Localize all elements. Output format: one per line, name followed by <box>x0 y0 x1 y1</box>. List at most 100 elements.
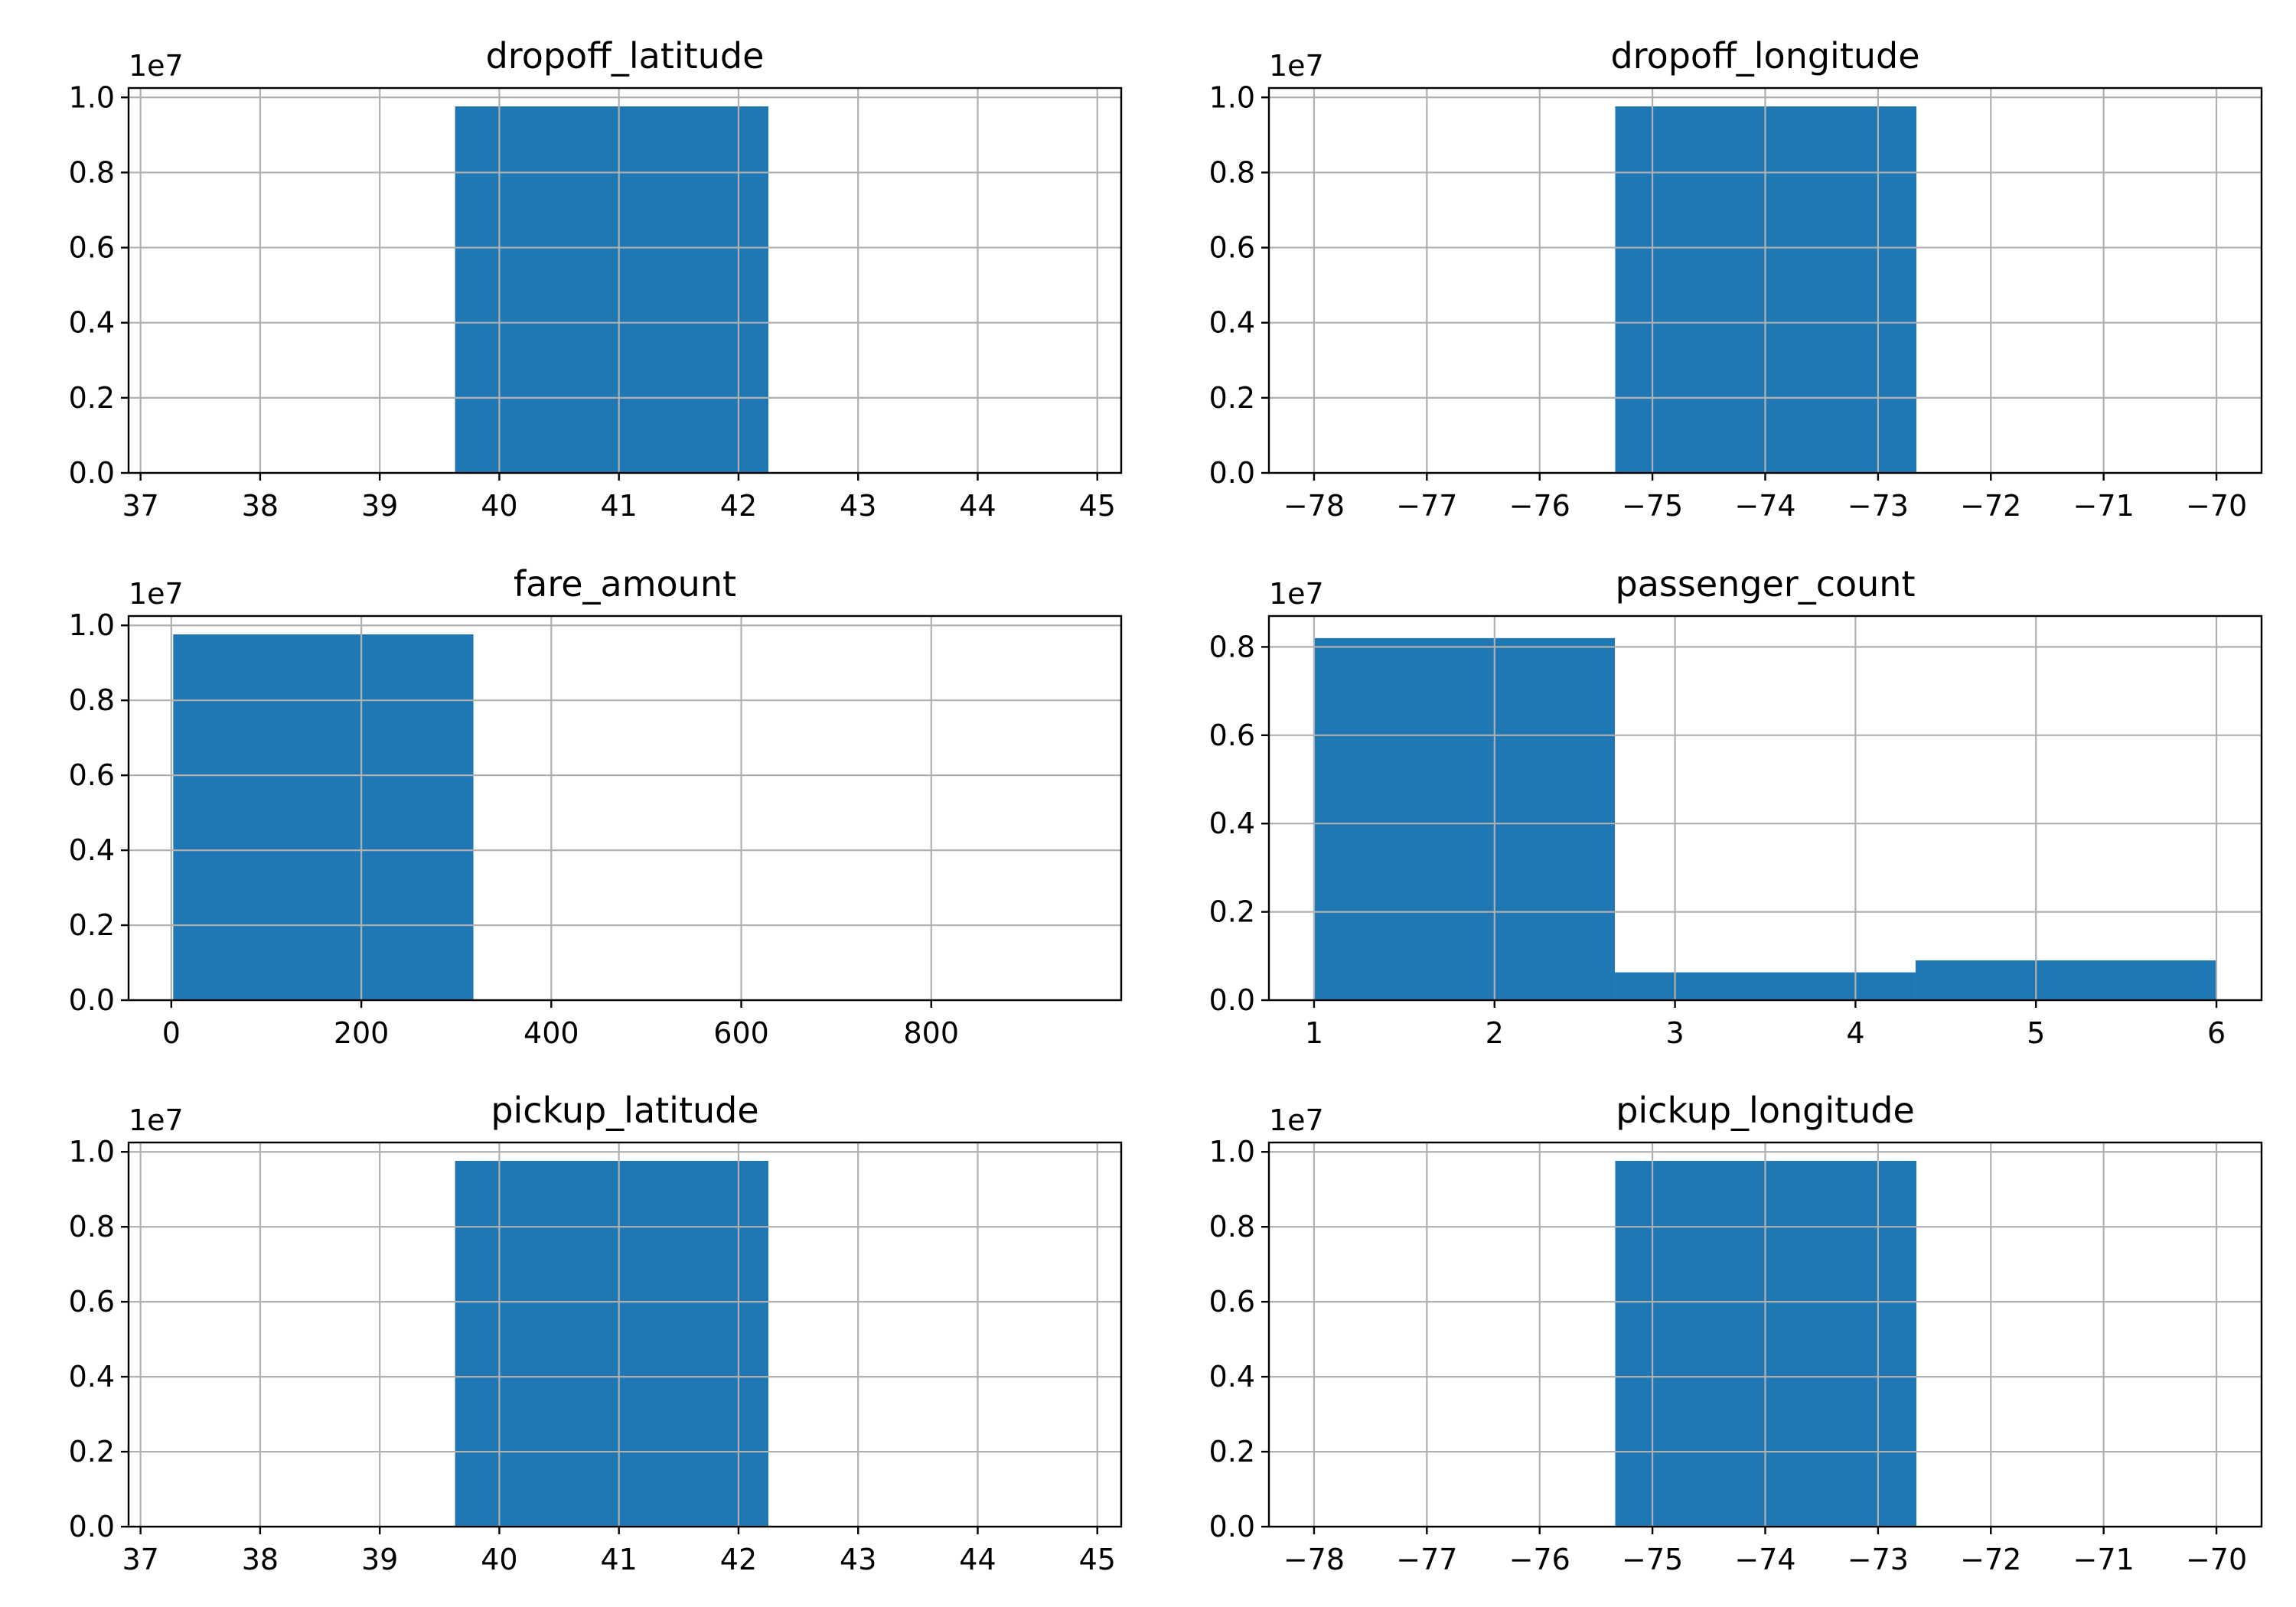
x-tick-label: 42 <box>720 1543 757 1576</box>
y-tick-label: 0.6 <box>1209 231 1255 265</box>
x-tick-label: −72 <box>1960 1543 2021 1576</box>
y-tick-label: 0.6 <box>1209 1285 1255 1319</box>
x-tick-label: −73 <box>1848 1543 1909 1576</box>
x-tick-label: 44 <box>959 489 996 523</box>
x-tick-label: −74 <box>1734 1543 1795 1576</box>
y-tick-label: 0.4 <box>1209 807 1255 840</box>
panel-title: fare_amount <box>514 563 736 605</box>
y-tick-label: 0.4 <box>69 306 115 340</box>
x-tick-label: −71 <box>2073 489 2135 523</box>
x-tick-label: −76 <box>1509 1543 1570 1576</box>
histogram-panel-pickup_longitude: −78 −77 −76 −75 −74 −73 −72 −71 −70 0.0 0.2 0.4 0.6 0… <box>1209 1090 2263 1576</box>
x-tick-label: −77 <box>1396 489 1457 523</box>
y-tick-label: 0.2 <box>69 381 115 415</box>
histogram-bar <box>173 634 474 1000</box>
x-tick-label: −78 <box>1283 489 1345 523</box>
histogram-bar <box>455 1160 769 1527</box>
x-tick-label: 40 <box>481 489 517 523</box>
y-tick-label: 0.6 <box>69 1285 115 1319</box>
histogram-panel-pickup_latitude: 37 38 39 40 41 42 43 44 45 0.0 0.2 0.4 0.6 0.8 1.0 1e7 p… <box>69 1090 1123 1576</box>
x-tick-label: −75 <box>1622 1543 1683 1576</box>
y-tick-label: 0.2 <box>69 908 115 942</box>
x-tick-label: −71 <box>2073 1543 2135 1576</box>
x-tick-label: 37 <box>122 489 158 523</box>
y-axis-multiplier: 1e7 <box>1269 577 1324 611</box>
panel-title: dropoff_latitude <box>486 35 765 77</box>
x-tick-label: 4 <box>1846 1016 1864 1050</box>
histogram-bar <box>455 106 769 474</box>
x-tick-label: 42 <box>720 489 757 523</box>
y-tick-label: 0.8 <box>69 1210 115 1244</box>
x-tick-label: −73 <box>1848 489 1909 523</box>
x-tick-label: 41 <box>601 489 638 523</box>
axes-frame <box>1267 614 2263 1002</box>
histogram-bar <box>1615 972 1916 1000</box>
x-tick-label: 5 <box>2027 1016 2045 1050</box>
y-tick-label: 0.2 <box>1209 381 1255 415</box>
y-tick-label: 0.8 <box>1209 155 1255 189</box>
y-tick-label: 0.0 <box>69 1510 115 1543</box>
axes-frame <box>127 1141 1123 1528</box>
histogram-panel-dropoff_latitude: 37 38 39 40 41 42 43 44 45 0.0 0.2 0.4 0.6 0.8 1.0 1e7 d… <box>69 35 1123 523</box>
x-tick-label: 0 <box>162 1016 181 1050</box>
y-tick-label: 1.0 <box>69 608 115 642</box>
histogram-panel-dropoff_longitude: −78 −77 −76 −75 −74 −73 −72 −71 −70 0.0 0.2 0.4 0.6 0… <box>1209 35 2263 523</box>
x-tick-label: 400 <box>523 1016 579 1050</box>
x-tick-label: 38 <box>242 489 279 523</box>
histogram-bar <box>1915 960 2217 1000</box>
x-tick-label: 200 <box>334 1016 390 1050</box>
y-axis-multiplier: 1e7 <box>129 1103 184 1137</box>
panel-title: pickup_longitude <box>1616 1090 1915 1131</box>
axes-frame <box>127 614 1123 1002</box>
x-tick-label: −77 <box>1396 1543 1457 1576</box>
y-tick-label: 0.8 <box>69 155 115 189</box>
panel-title: pickup_latitude <box>491 1090 758 1131</box>
y-tick-label: 1.0 <box>69 1135 115 1169</box>
y-tick-label: 0.4 <box>69 833 115 867</box>
x-tick-label: 1 <box>1305 1016 1323 1050</box>
x-tick-label: 43 <box>840 489 876 523</box>
y-tick-label: 0.8 <box>1209 1210 1255 1244</box>
y-tick-label: 0.0 <box>1209 983 1255 1017</box>
x-tick-label: −70 <box>2186 489 2247 523</box>
y-tick-label: 0.6 <box>69 231 115 265</box>
x-tick-label: 40 <box>481 1543 517 1576</box>
y-tick-label: 0.0 <box>69 983 115 1017</box>
x-tick-label: 3 <box>1665 1016 1684 1050</box>
histogram-panel-passenger_count: 1 2 3 4 5 6 0.0 0.2 0.4 0.6 0.8 1e7 passenger_count <box>1209 563 2263 1050</box>
x-tick-label: −72 <box>1960 489 2021 523</box>
y-tick-label: 0.2 <box>1209 1435 1255 1468</box>
y-axis-multiplier: 1e7 <box>1269 1103 1324 1137</box>
histogram-bar <box>1313 637 1616 1000</box>
x-tick-label: 38 <box>242 1543 279 1576</box>
y-axis-multiplier: 1e7 <box>129 577 184 611</box>
y-tick-label: 0.8 <box>1209 630 1255 663</box>
y-tick-label: 0.4 <box>69 1360 115 1393</box>
panel-title: passenger_count <box>1616 563 1916 605</box>
x-tick-label: −74 <box>1734 489 1795 523</box>
x-tick-label: 43 <box>840 1543 876 1576</box>
panel-title: dropoff_longitude <box>1610 35 1919 77</box>
x-tick-label: −75 <box>1622 489 1683 523</box>
x-tick-label: 45 <box>1079 489 1116 523</box>
y-tick-label: 1.0 <box>1209 1135 1255 1169</box>
y-tick-label: 1.0 <box>1209 80 1255 114</box>
y-tick-label: 0.2 <box>69 1435 115 1468</box>
x-tick-label: 39 <box>361 489 398 523</box>
y-tick-label: 0.2 <box>1209 895 1255 929</box>
y-tick-label: 0.0 <box>1209 456 1255 490</box>
axes-frame <box>127 86 1123 474</box>
x-tick-label: −76 <box>1509 489 1570 523</box>
x-tick-label: 2 <box>1486 1016 1504 1050</box>
x-tick-label: 45 <box>1079 1543 1116 1576</box>
x-tick-label: 37 <box>122 1543 158 1576</box>
x-tick-label: −78 <box>1283 1543 1345 1576</box>
y-tick-label: 1.0 <box>69 80 115 114</box>
y-tick-label: 0.4 <box>1209 306 1255 340</box>
histogram-panel-fare_amount: 0 200 400 600 800 0.0 0.2 0.4 0.6 0.8 1.0 1e7 fare_a… <box>69 563 1123 1050</box>
x-tick-label: 800 <box>904 1016 960 1050</box>
y-axis-multiplier: 1e7 <box>129 49 184 83</box>
x-tick-label: 44 <box>959 1543 996 1576</box>
y-tick-label: 0.0 <box>1209 1510 1255 1543</box>
